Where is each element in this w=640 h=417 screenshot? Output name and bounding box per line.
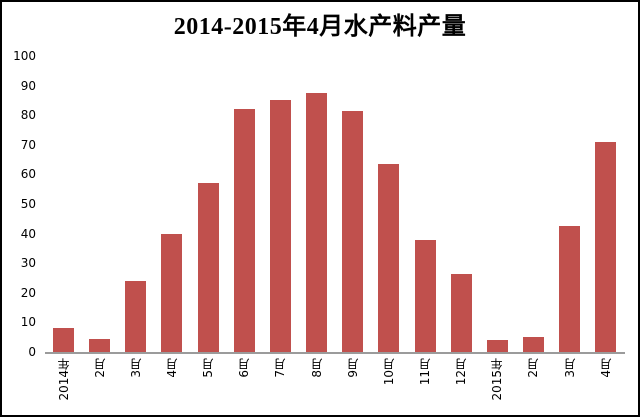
x-category-label: 2014年 [56, 358, 71, 401]
bar [342, 110, 364, 352]
x-category-label: 4月 [598, 358, 613, 378]
x-category-label: 2月 [92, 358, 107, 378]
bar [269, 100, 291, 352]
x-category-label: 7月 [273, 358, 288, 378]
x-category-label: 11月 [418, 358, 432, 386]
x-category-label: 5月 [201, 358, 216, 378]
bar [378, 164, 400, 352]
y-tick-label: 80 [20, 108, 36, 123]
y-tick-label: 40 [20, 226, 36, 241]
y-tick-label: 60 [20, 167, 36, 182]
bar [197, 183, 219, 352]
bar [125, 280, 147, 352]
x-category-label: 9月 [345, 358, 360, 378]
bar [559, 226, 581, 352]
bar [486, 340, 508, 352]
x-category-label: 8月 [309, 358, 324, 378]
y-tick-label: 30 [20, 256, 36, 271]
x-axis-line [45, 352, 625, 354]
x-category-label: 10月 [381, 358, 396, 386]
y-tick-label: 90 [20, 78, 36, 93]
bar [414, 239, 436, 352]
bar [161, 233, 183, 352]
chart-title: 2014-2015年4月水产料产量 [173, 14, 467, 40]
y-tick-label: 70 [20, 137, 36, 152]
bar [89, 338, 111, 352]
y-tick-label: 100 [13, 49, 36, 63]
x-category-label: 4月 [164, 358, 179, 378]
x-category-label: 3月 [562, 358, 577, 378]
bar [522, 337, 544, 352]
bar [53, 328, 74, 352]
x-category-label: 6月 [237, 358, 252, 378]
x-category-label: 12月 [454, 358, 469, 386]
y-tick-label: 0 [28, 345, 36, 359]
bar [306, 93, 328, 352]
bar [450, 273, 472, 352]
x-category-label: 2015年 [490, 358, 505, 401]
bar [595, 141, 617, 352]
y-tick-label: 20 [20, 285, 36, 300]
x-category-label: 3月 [128, 358, 143, 378]
y-tick-label: 50 [20, 197, 36, 211]
bar [233, 109, 255, 352]
y-tick-label: 10 [20, 315, 36, 330]
x-category-label: 2月 [526, 358, 541, 378]
